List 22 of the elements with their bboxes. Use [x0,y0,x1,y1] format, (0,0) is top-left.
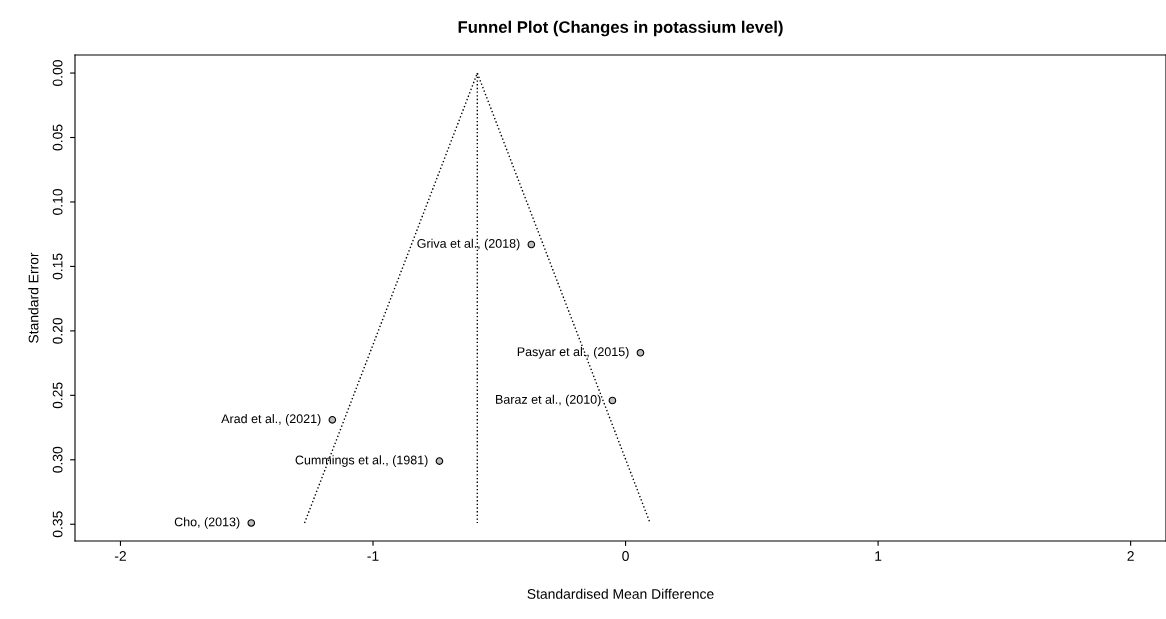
chart-title: Funnel Plot (Changes in potassium level) [458,20,783,37]
annotation: Cho, (2013) [174,517,240,529]
y-axis-title: Standard Error [28,252,39,343]
x-tick-label: 2 [1127,551,1134,561]
x-tick-label: -1 [367,551,379,561]
x-axis-title: Standardised Mean Difference [527,588,714,599]
y-tick-label: 0.35 [52,511,63,538]
y-tick-label: 0.00 [52,60,63,87]
annotation: Baraz et al., (2010) [496,394,601,407]
annotation: Griva et al., (2018) [417,238,520,251]
x-tick-label: 1 [875,551,882,561]
y-tick-label: 0.10 [52,188,63,215]
y-tick-label: 0.25 [52,382,63,409]
annotation: Pasyar et al., (2015) [517,346,629,359]
x-tick-label: -2 [114,551,126,561]
annotation: Arad et al., (2021) [221,414,321,426]
y-tick-label: 0.15 [52,253,63,280]
x-tick-label: 0 [622,551,629,561]
annotation: Cummings et al., (1981) [295,455,428,467]
y-tick-label: 0.05 [52,124,63,151]
y-tick-label: 0.30 [52,446,63,473]
y-tick-label: 0.20 [52,317,63,344]
